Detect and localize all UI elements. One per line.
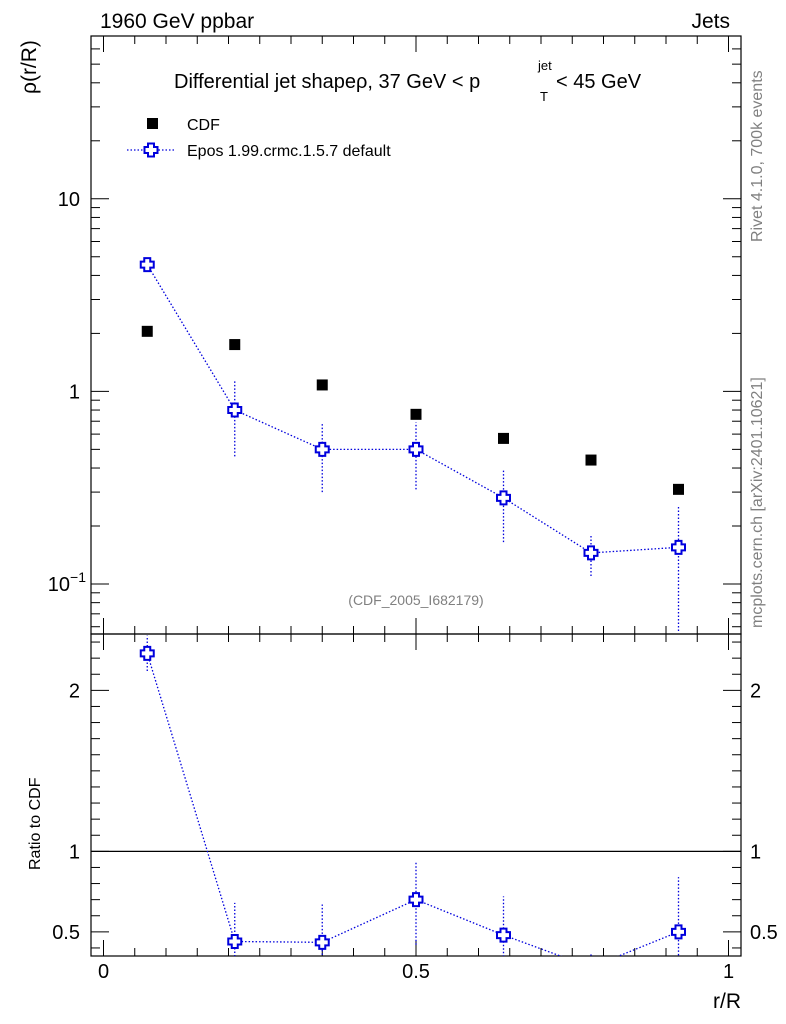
title-superscript: jet: [537, 58, 552, 73]
ratio-data-marks: [91, 635, 741, 956]
cdf-point: [229, 339, 241, 351]
rivet-label: Rivet 4.1.0, 700k events: [749, 70, 766, 242]
cdf-point: [141, 325, 153, 337]
main-y-tick-labels: 10 1 10−1: [48, 189, 86, 596]
x-tick-labels: 0 0.5 1: [98, 961, 734, 983]
ratio-y-tick-label-right: 2: [750, 680, 761, 702]
ratio-y-tick-label-left: 1: [69, 841, 80, 863]
ratio-y-tick-labels: 0.5 0.5 1 1 2 2: [52, 680, 778, 944]
ratio-point: [314, 934, 330, 950]
main-plot-panel: 10 1 10−1 Differential jet shapeρ, 37 GeV …: [18, 35, 742, 635]
ratio-point: [408, 892, 424, 908]
cdf-point: [585, 454, 597, 466]
main-axis-ticks: [91, 35, 741, 634]
title-prefix: Differential jet shapeρ, 37 GeV < p: [174, 71, 480, 93]
main-y-tick-label: 10: [58, 189, 80, 211]
x-tick-label: 1: [723, 961, 734, 983]
ratio-plot-panel: 0.5 0.5 1 1 2 2 Ratio to CDF: [27, 633, 778, 957]
ratio-y-tick-label-right: 0.5: [750, 922, 778, 944]
main-y-axis-label: ρ(r/R): [18, 40, 41, 94]
mc-point: [496, 490, 511, 506]
ratio-y-tick-label-left: 2: [69, 680, 80, 702]
ratio-point: [671, 924, 686, 940]
header-right: Jets: [691, 10, 730, 33]
ratio-y-axis-label: Ratio to CDF: [27, 777, 44, 870]
mc-point: [314, 441, 330, 457]
x-tick-label: 0: [98, 961, 109, 983]
mc-point: [227, 402, 243, 418]
ratio-y-tick-label-left: 0.5: [52, 922, 80, 944]
legend-mc-marker: [143, 142, 159, 158]
legend-cdf-label: CDF: [187, 117, 220, 134]
title-suffix: < 45 GeV: [556, 71, 642, 93]
ratio-axis-ticks: [91, 634, 741, 956]
cdf-point: [410, 408, 422, 420]
mcplots-label: mcplots.cern.ch [arXiv:2401.10621]: [749, 377, 766, 628]
cdf-point: [498, 432, 509, 444]
header-left: 1960 GeV ppbar: [100, 10, 254, 33]
legend: CDF Epos 1.99.crmc.1.5.7 default: [127, 117, 391, 160]
ratio-point: [139, 645, 155, 661]
x-axis-label: r/R: [713, 990, 741, 1013]
mc-point: [583, 545, 599, 561]
cdf-point: [673, 483, 684, 495]
ratio-point: [496, 927, 511, 943]
mc-point: [671, 539, 686, 555]
main-y-tick-label: 1: [69, 381, 80, 403]
cdf-point: [316, 379, 328, 391]
analysis-tag: (CDF_2005_I682179): [348, 592, 483, 608]
ratio-point: [227, 934, 243, 950]
chart-title: Differential jet shapeρ, 37 GeV < p: [174, 71, 480, 93]
ratio-frame: [90, 633, 742, 957]
legend-mc-label: Epos 1.99.crmc.1.5.7 default: [187, 143, 391, 160]
title-subscript: T: [540, 89, 548, 104]
mc-series-line: [146, 264, 679, 554]
ratio-clipped-marks: [139, 635, 686, 956]
main-data-marks: [139, 257, 686, 632]
ratio-series-line: [146, 653, 679, 956]
mc-point: [139, 257, 155, 273]
legend-cdf-marker: [147, 118, 158, 129]
main-y-tick-label: 10−1: [48, 569, 86, 596]
mc-point: [408, 441, 424, 457]
ratio-y-tick-label-right: 1: [750, 841, 761, 863]
x-tick-label: 0.5: [402, 961, 430, 983]
